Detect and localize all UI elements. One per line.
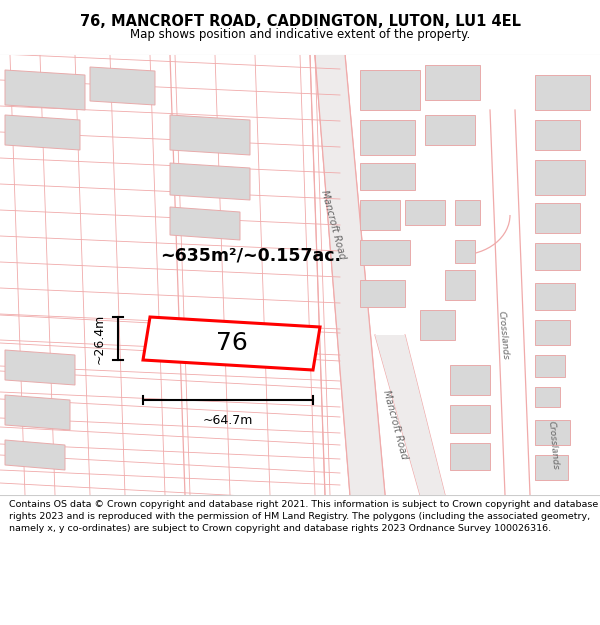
Polygon shape: [535, 283, 575, 310]
Polygon shape: [170, 163, 250, 200]
Polygon shape: [375, 335, 445, 495]
Polygon shape: [535, 75, 590, 110]
Text: Crosslands: Crosslands: [496, 310, 509, 360]
Polygon shape: [535, 243, 580, 270]
Polygon shape: [360, 200, 400, 230]
Polygon shape: [5, 70, 85, 110]
Text: Map shows position and indicative extent of the property.: Map shows position and indicative extent…: [130, 28, 470, 41]
Polygon shape: [535, 387, 560, 407]
Polygon shape: [5, 350, 75, 385]
Polygon shape: [360, 280, 405, 307]
Polygon shape: [535, 355, 565, 377]
Polygon shape: [445, 270, 475, 300]
Polygon shape: [535, 455, 568, 480]
Polygon shape: [455, 240, 475, 263]
Polygon shape: [450, 365, 490, 395]
Polygon shape: [5, 395, 70, 430]
Polygon shape: [360, 163, 415, 190]
Polygon shape: [450, 443, 490, 470]
Polygon shape: [5, 115, 80, 150]
Polygon shape: [360, 240, 410, 265]
Polygon shape: [170, 207, 240, 240]
Polygon shape: [315, 55, 385, 495]
Polygon shape: [360, 70, 420, 110]
Polygon shape: [360, 120, 415, 155]
Text: Crosslands: Crosslands: [547, 420, 560, 470]
Polygon shape: [535, 120, 580, 150]
Polygon shape: [5, 440, 65, 470]
Text: Mancroft Road: Mancroft Road: [381, 389, 409, 461]
Polygon shape: [450, 405, 490, 433]
Polygon shape: [455, 200, 480, 225]
Text: Contains OS data © Crown copyright and database right 2021. This information is : Contains OS data © Crown copyright and d…: [9, 500, 598, 532]
Polygon shape: [425, 115, 475, 145]
Polygon shape: [405, 200, 445, 225]
Polygon shape: [425, 65, 480, 100]
Text: ~26.4m: ~26.4m: [93, 313, 106, 364]
Polygon shape: [420, 310, 455, 340]
Polygon shape: [170, 115, 250, 155]
Polygon shape: [143, 317, 320, 370]
Text: ~635m²/~0.157ac.: ~635m²/~0.157ac.: [160, 246, 341, 264]
Polygon shape: [90, 67, 155, 105]
Polygon shape: [535, 160, 585, 195]
Polygon shape: [535, 320, 570, 345]
Text: ~64.7m: ~64.7m: [203, 414, 253, 427]
Text: 76: 76: [215, 331, 247, 356]
Text: 76, MANCROFT ROAD, CADDINGTON, LUTON, LU1 4EL: 76, MANCROFT ROAD, CADDINGTON, LUTON, LU…: [79, 14, 521, 29]
Polygon shape: [535, 420, 570, 445]
Text: Mancroft Road: Mancroft Road: [319, 189, 347, 261]
Polygon shape: [535, 203, 580, 233]
